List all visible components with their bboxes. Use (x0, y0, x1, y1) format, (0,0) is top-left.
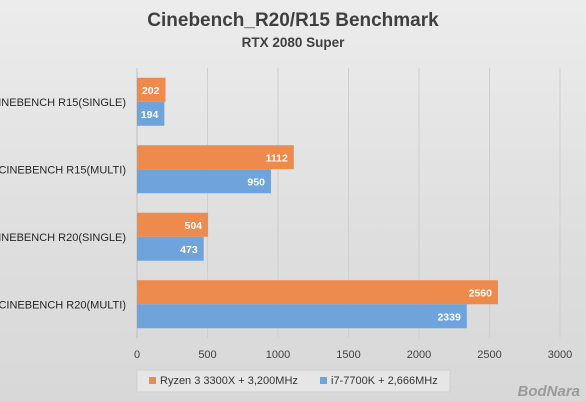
bar (137, 169, 271, 194)
legend-entry: i7-7700K + 2,666MHz (331, 375, 438, 387)
gridlines (136, 68, 561, 338)
data-label: 504 (185, 220, 203, 232)
data-label: 473 (180, 244, 198, 256)
bar (137, 101, 165, 126)
data-label: 2560 (469, 287, 493, 299)
bar (137, 77, 166, 102)
watermark-logo: BodNara (517, 383, 580, 400)
x-tick-label: 2000 (407, 349, 431, 361)
legend-entry: Ryzen 3 3300X + 3,200MHz (160, 375, 298, 387)
legend: Ryzen 3 3300X + 3,200MHz i7-7700K + 2,666… (136, 369, 451, 393)
legend-box (136, 369, 451, 393)
x-tick-label: 1000 (266, 349, 290, 361)
bar (137, 280, 498, 305)
chart-title: Cinebench_R20/R15 Benchmark (147, 10, 439, 31)
bar (137, 212, 209, 237)
x-tick-label: 1500 (336, 349, 360, 361)
x-axis-ticks: 0 500 1000 1500 2000 2500 3000 (134, 349, 572, 361)
data-label: 202 (142, 85, 160, 97)
category-label: CINEBENCH R20(SINGLE) (0, 232, 126, 244)
category-label: CINEBENCH R20(MULTI) (0, 299, 126, 311)
bar (137, 236, 204, 261)
category-label: CINEBENCH R15(SINGLE) (0, 97, 126, 109)
data-label: 2339 (437, 311, 461, 323)
data-label: 194 (141, 109, 159, 121)
x-tick-label: 500 (198, 349, 216, 361)
bar (137, 145, 294, 170)
category-label: CINEBENCH R15(MULTI) (0, 164, 126, 176)
data-label: 1112 (266, 152, 288, 164)
x-tick-label: 3000 (548, 349, 572, 361)
bar (137, 304, 467, 329)
chart-subtitle: RTX 2080 Super (242, 35, 346, 50)
legend-swatch (320, 377, 327, 384)
x-tick-label: 0 (134, 349, 140, 361)
legend-swatch (149, 377, 156, 384)
data-label: 950 (247, 176, 265, 188)
x-tick-label: 2500 (477, 349, 501, 361)
category-labels: CINEBENCH R15(SINGLE) CINEBENCH R15(MULTI… (0, 97, 126, 312)
